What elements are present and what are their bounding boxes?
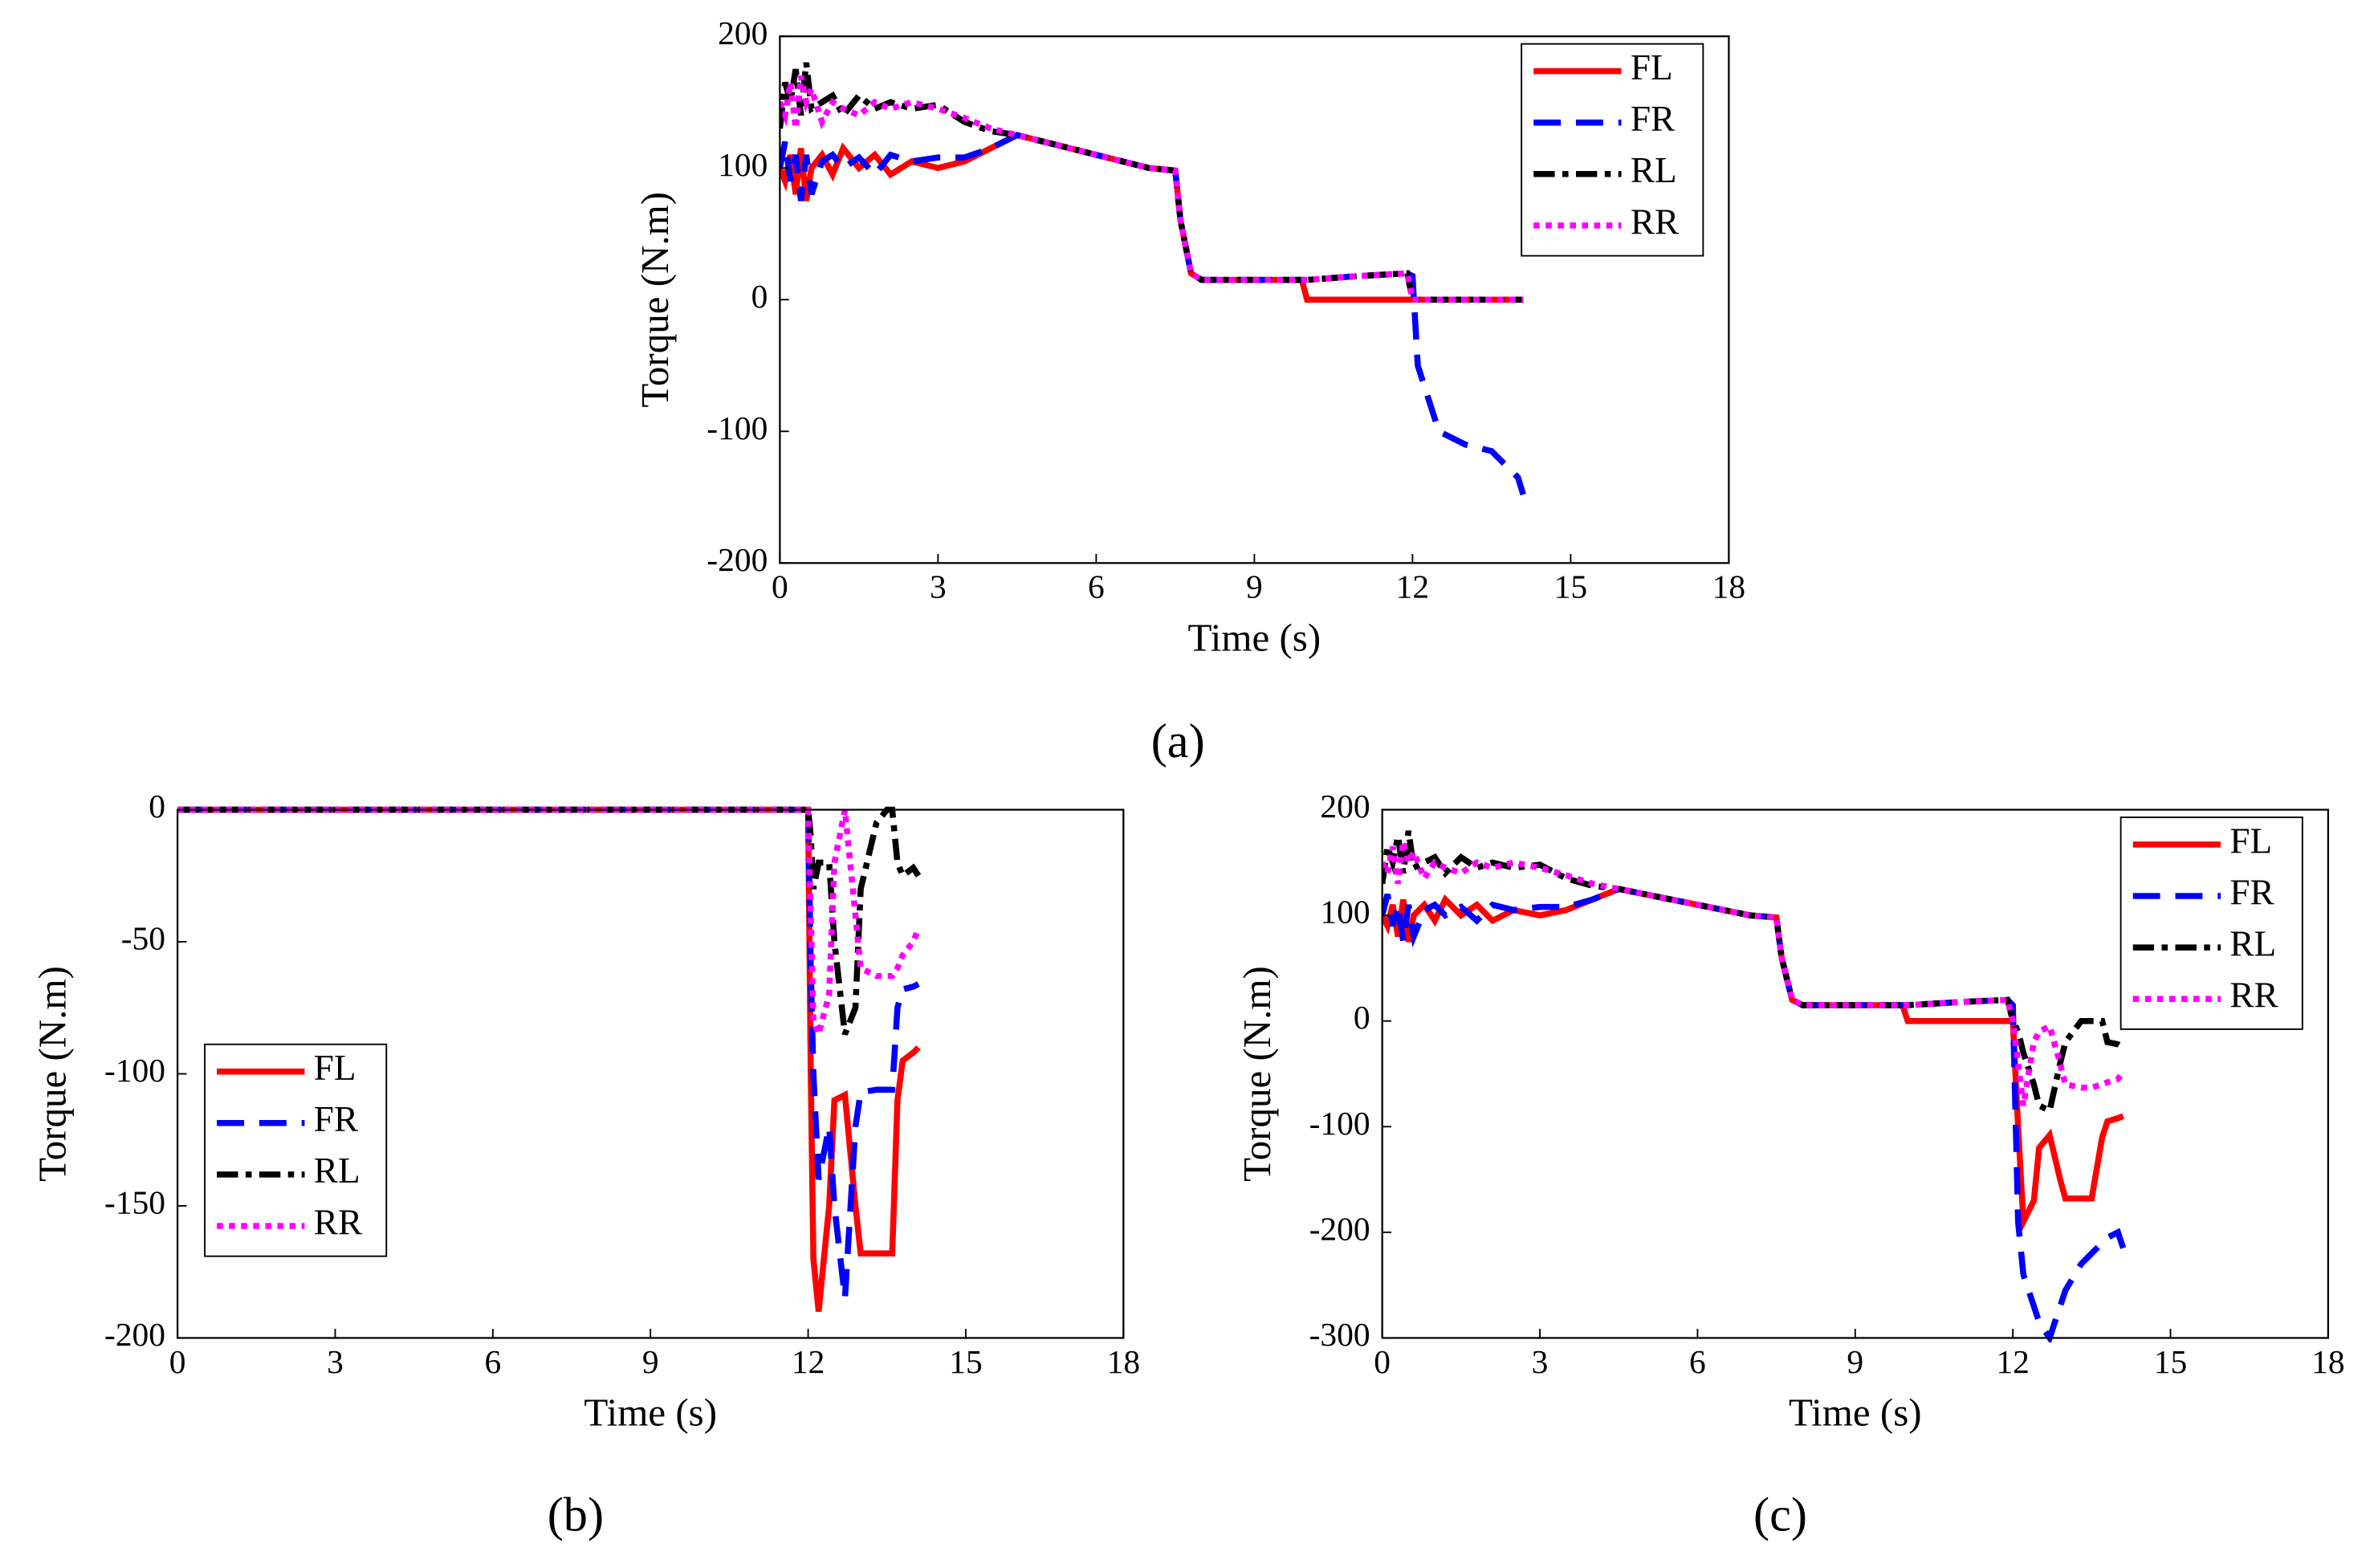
- series-line: [1382, 841, 2126, 1106]
- x-tick-label: 12: [792, 1343, 825, 1380]
- x-tick-label: 3: [1532, 1343, 1549, 1380]
- x-tick-label: 18: [2311, 1343, 2344, 1380]
- y-axis-label: Torque (N.m): [633, 192, 677, 408]
- series-line: [177, 806, 922, 1045]
- y-axis-label: Torque (N.m): [1235, 966, 1279, 1182]
- x-tick-label: 9: [1246, 568, 1263, 605]
- x-axis-label: Time (s): [584, 1391, 717, 1435]
- x-tick-label: 9: [642, 1343, 659, 1380]
- panel-label: (a): [1151, 715, 1205, 768]
- x-tick-label: 18: [1107, 1343, 1140, 1380]
- legend-label: RR: [1631, 202, 1680, 242]
- x-axis-label: Time (s): [1188, 616, 1321, 660]
- y-tick-label: 200: [1320, 788, 1370, 825]
- legend-label: RR: [314, 1202, 363, 1242]
- x-tick-label: 15: [1554, 568, 1587, 605]
- y-tick-label: -100: [104, 1052, 165, 1089]
- x-tick-label: 0: [1374, 1343, 1391, 1380]
- y-tick-label: -300: [1309, 1316, 1370, 1353]
- y-axis-label: Torque (N.m): [31, 966, 75, 1182]
- panel-label: (c): [1753, 1489, 1807, 1542]
- legend-label: FR: [2229, 872, 2274, 912]
- x-tick-label: 3: [930, 568, 947, 605]
- y-tick-label: -200: [1309, 1210, 1370, 1247]
- x-tick-label: 0: [772, 568, 788, 605]
- legend-label: FL: [2229, 821, 2272, 861]
- y-tick-label: -200: [104, 1316, 165, 1353]
- x-tick-label: 6: [484, 1343, 501, 1380]
- y-tick-label: 100: [1320, 894, 1370, 931]
- y-tick-label: -200: [706, 541, 768, 578]
- x-tick-label: 12: [1396, 568, 1429, 605]
- x-tick-label: 0: [169, 1343, 186, 1380]
- series-line: [177, 806, 921, 1312]
- legend-label: RL: [2229, 923, 2276, 963]
- x-tick-label: 15: [949, 1343, 982, 1380]
- legend-box: [1521, 43, 1704, 257]
- series-line: [177, 806, 920, 1299]
- series-line: [780, 62, 1524, 303]
- legend-label: RL: [314, 1151, 360, 1191]
- x-tick-label: 3: [327, 1343, 344, 1380]
- x-tick-label: 9: [1847, 1343, 1863, 1380]
- y-tick-label: 200: [718, 14, 768, 51]
- x-axis-label: Time (s): [1789, 1391, 1922, 1435]
- y-tick-label: 0: [1354, 999, 1370, 1036]
- legend-label: FR: [314, 1099, 359, 1139]
- legend-label: RL: [1631, 150, 1677, 190]
- y-tick-label: 100: [718, 146, 768, 183]
- legend-label: RR: [2229, 975, 2278, 1016]
- y-tick-label: -150: [104, 1183, 165, 1220]
- x-tick-label: 15: [2154, 1343, 2187, 1380]
- y-tick-label: -100: [706, 409, 768, 446]
- y-tick-label: -100: [1309, 1105, 1370, 1142]
- legend-label: FL: [1631, 47, 1673, 88]
- panel-label: (b): [548, 1489, 604, 1542]
- x-tick-label: 6: [1689, 1343, 1706, 1380]
- legend-box: [2119, 817, 2303, 1030]
- legend-box: [204, 1043, 388, 1257]
- y-tick-label: -50: [121, 920, 165, 957]
- x-tick-label: 18: [1712, 568, 1745, 605]
- x-tick-label: 6: [1088, 568, 1105, 605]
- legend-label: FL: [314, 1048, 356, 1088]
- legend-label: FR: [1631, 99, 1676, 139]
- y-tick-label: 0: [149, 788, 165, 825]
- y-tick-label: 0: [751, 278, 768, 315]
- x-tick-label: 12: [1996, 1343, 2029, 1380]
